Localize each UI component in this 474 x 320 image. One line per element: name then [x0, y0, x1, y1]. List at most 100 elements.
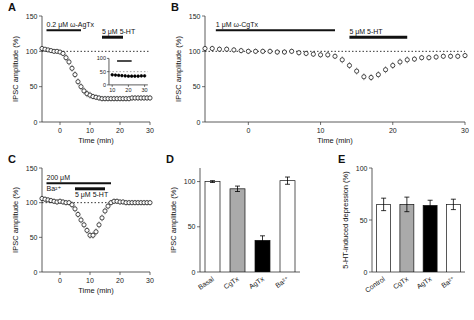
x-tick-label: AgTx: [248, 275, 266, 291]
data-point: [412, 57, 416, 61]
x-tick-label: 0: [58, 127, 62, 134]
error-stem: [287, 177, 288, 184]
error-bar: [260, 236, 265, 245]
data-point: [383, 68, 387, 72]
panel-label: A: [8, 1, 16, 13]
x-tick: [248, 122, 249, 125]
error-bar: [125, 75, 126, 77]
data-point: [340, 58, 344, 62]
time-panel: 050100150IPSC amplitude (%)0102030Time (…: [8, 153, 154, 295]
data-point: [94, 230, 98, 234]
x-axis-label: Time (min): [78, 286, 114, 295]
x-tick-label: 20: [116, 127, 124, 134]
error-cap: [210, 180, 215, 181]
error-bar: [210, 181, 215, 183]
data-point: [326, 53, 330, 57]
y-tick: [202, 122, 205, 123]
y-tick-label: 50: [30, 234, 38, 241]
y-axis-label: 5-HT-induced depression (%): [341, 171, 350, 269]
y-axis-line: [205, 16, 206, 122]
plot-area: [205, 177, 295, 272]
treatment-label: 5 μM 5-HT: [349, 28, 383, 36]
x-tick: [320, 122, 321, 125]
x-tick: [392, 122, 393, 125]
y-axis-line: [200, 168, 201, 272]
data-point: [85, 228, 89, 232]
y-axis-label: IPSC amplitude (%): [11, 36, 20, 102]
data-point: [137, 75, 140, 78]
data-point: [91, 233, 95, 237]
error-cap: [451, 209, 456, 210]
y-tick-label: 150: [26, 13, 38, 20]
treatment-bar: [102, 36, 123, 39]
x-axis-label: Time (min): [78, 136, 114, 145]
treatment-label: 0.2 μM ω-AgTx: [47, 21, 95, 29]
x-tick-label: 30: [461, 127, 469, 134]
data-point: [130, 75, 133, 78]
y-tick: [39, 202, 42, 203]
data-point: [420, 56, 424, 60]
plot-area: [109, 61, 148, 77]
bar-panel: 050100IPSC amplitude (%)BasalCgTxAgTxBa²…: [166, 153, 300, 291]
treatment-label: 1 μM ω-CgTx: [216, 21, 259, 29]
y-tick-label: 0: [34, 119, 38, 126]
y-tick-label: 150: [26, 165, 38, 172]
panel-label: B: [171, 1, 179, 13]
data-point: [232, 48, 236, 52]
data-point: [97, 223, 101, 227]
y-axis-label: IPSC amplitude (%): [11, 187, 20, 253]
bar: [255, 240, 270, 272]
data-point: [79, 218, 83, 222]
error-bar: [141, 75, 142, 77]
data-point: [124, 75, 127, 78]
data-point: [318, 53, 322, 57]
data-point: [347, 63, 351, 67]
error-bar: [404, 197, 409, 212]
time-panel: 050100150IPSC amplitude (%)0102030Time (…: [8, 1, 154, 145]
figure: 0 50 100 150 IPSC amplitude (%) 0 10 20 30 Time (…: [0, 0, 474, 320]
y-tick-label: 0: [197, 119, 201, 126]
x-tick-label: 30: [146, 127, 154, 134]
data-point: [79, 85, 83, 89]
x-axis-line: [42, 122, 150, 123]
data-point: [117, 74, 120, 77]
x-tick: [60, 272, 61, 275]
y-tick: [39, 122, 42, 123]
data-point: [111, 74, 114, 77]
y-tick: [369, 220, 372, 221]
y-tick: [197, 272, 200, 273]
x-tick-label: AgTx: [415, 275, 433, 291]
time-panel: 050100150IPSC amplitude (%)0102030Time (…: [171, 1, 469, 145]
y-tick: [39, 51, 42, 52]
x-tick-label: Ba²⁺: [440, 275, 456, 289]
treatment-label: Ba²⁺: [47, 185, 62, 192]
x-tick-label: 10: [317, 127, 325, 134]
y-tick-label: 50: [193, 83, 201, 90]
data-point: [100, 216, 104, 220]
treatment-bar: [349, 36, 407, 39]
treatment-label: 5 μM 5-HT: [102, 28, 136, 36]
reference-line: [205, 51, 465, 52]
bar: [377, 204, 391, 272]
error-bar: [381, 198, 386, 210]
bar-panel: 0501005-HT-induced depression (%)Control…: [338, 153, 465, 294]
bar: [230, 189, 245, 272]
data-point: [64, 56, 68, 60]
data-point: [67, 60, 71, 64]
error-stem: [453, 199, 454, 209]
x-tick: [150, 272, 151, 275]
data-point: [70, 203, 74, 207]
error-bar: [134, 75, 135, 77]
error-stem: [383, 198, 384, 210]
error-bar: [451, 199, 456, 209]
data-point: [290, 49, 294, 53]
y-tick-label: 100: [184, 178, 196, 185]
data-point: [106, 204, 110, 208]
x-tick-label: Control: [364, 275, 387, 294]
error-cap: [235, 191, 240, 192]
data-point: [134, 75, 137, 78]
x-tick-label: 0: [246, 127, 250, 134]
data-point: [463, 53, 467, 57]
y-tick: [369, 168, 372, 169]
y-tick-label: 0: [192, 269, 196, 276]
